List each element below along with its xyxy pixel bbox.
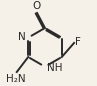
Text: NH: NH [47,63,63,73]
Text: N: N [18,32,26,42]
Text: O: O [32,1,40,11]
Text: H₂N: H₂N [6,74,26,84]
Text: F: F [75,37,81,47]
